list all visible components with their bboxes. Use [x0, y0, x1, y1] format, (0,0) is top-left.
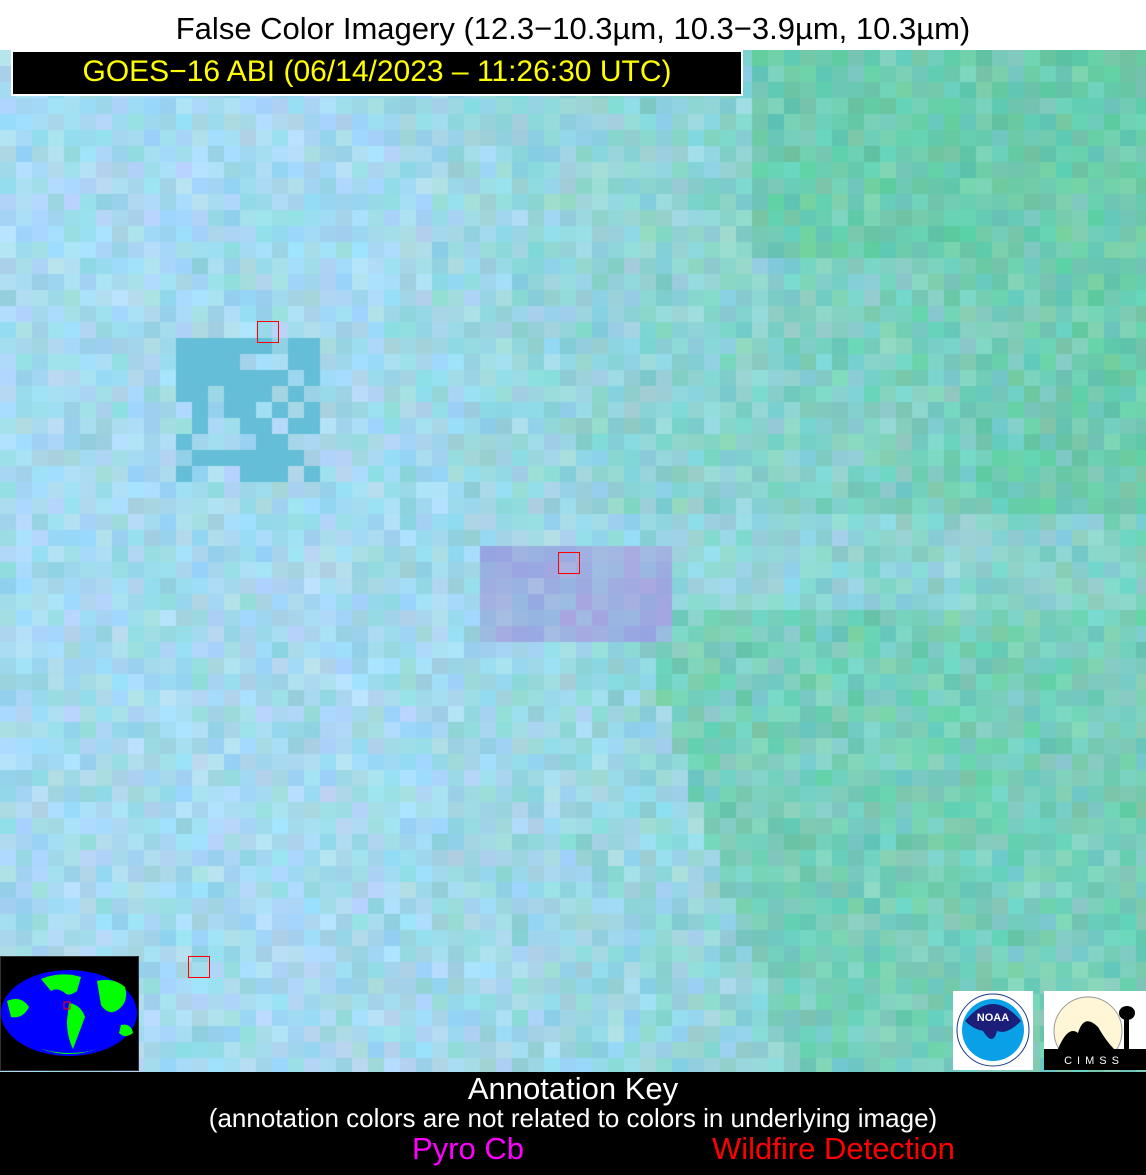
false-color-image	[0, 50, 1146, 1072]
annotation-key-title: Annotation Key	[467, 1071, 679, 1106]
satellite-time-label: GOES−16 ABI (06/14/2023 – 11:26:30 UTC)	[11, 50, 743, 96]
globe-icon	[1, 970, 137, 1056]
noaa-logo: NOAA	[953, 991, 1033, 1070]
globe-locator-map	[0, 956, 139, 1071]
image-title: False Color Imagery (12.3−10.3µm, 10.3−3…	[175, 11, 971, 46]
satellite-imagery	[0, 50, 1146, 1072]
annotation-key-note: (annotation colors are not related to co…	[208, 1103, 938, 1133]
noaa-logo-text: NOAA	[977, 1012, 1009, 1024]
cimss-logo-text: CIMSS	[1064, 1055, 1124, 1067]
wildfire-detection-box	[257, 321, 279, 343]
key-item-pyro-cb: Pyro Cb	[412, 1131, 524, 1166]
wildfire-detection-box	[558, 552, 580, 574]
annotation-key: Annotation Key (annotation colors are no…	[0, 1072, 1146, 1175]
wildfire-detection-box	[188, 956, 210, 978]
key-item-wildfire-detection: Wildfire Detection	[712, 1131, 955, 1166]
cimss-logo: CIMSS	[1044, 991, 1146, 1070]
